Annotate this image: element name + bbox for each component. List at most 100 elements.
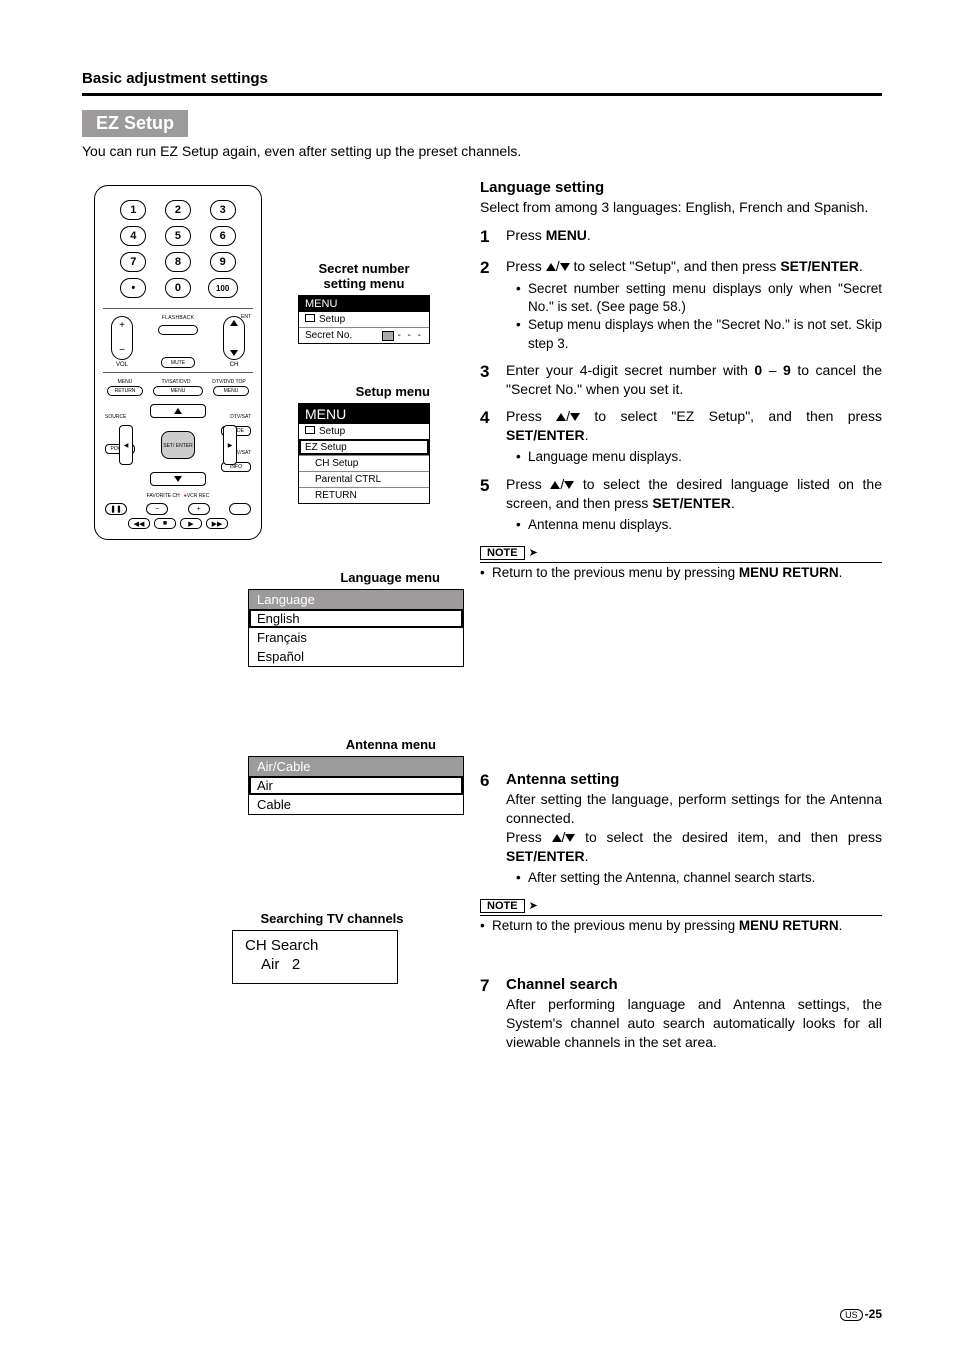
ch-label: CH <box>223 362 245 368</box>
vol-label: VOL <box>111 362 133 368</box>
source-label: SOURCE <box>105 414 126 420</box>
lang-row-0: English <box>249 609 463 628</box>
secret-field-icon <box>382 331 394 341</box>
note-label-2: NOTE <box>480 899 525 913</box>
remote-key-8: 8 <box>165 252 191 272</box>
dpad-down <box>150 472 206 486</box>
secret-menu-box: MENU Setup Secret No. - - - <box>298 295 430 344</box>
flashback-label: FLASHBACK <box>162 315 194 321</box>
antenna-menu-caption: Antenna menu <box>232 737 480 752</box>
remote-key-3: 3 <box>210 200 236 220</box>
dpad-left: ◀ <box>119 425 133 465</box>
remote-key-2: 2 <box>165 200 191 220</box>
dtvsat-label: DTV/SAT <box>230 414 251 420</box>
lang-menu-header: Language <box>249 590 463 609</box>
intro-text: You can run EZ Setup again, even after s… <box>82 143 882 159</box>
step-2-bullet-2: Setup menu displays when the "Secret No.… <box>516 316 882 352</box>
ch-search-title: Channel search <box>506 975 882 995</box>
ch-search-v1: Air <box>261 956 279 973</box>
antenna-menu-box: Air/Cable Air Cable <box>248 756 464 815</box>
remote-key-dot: • <box>120 278 146 298</box>
step-7-num: 7 <box>480 975 496 1052</box>
note-arrow-icon: ➤ <box>529 899 538 912</box>
step-4-bullet-1: Language menu displays. <box>516 448 882 466</box>
region-mark: US <box>840 1309 863 1321</box>
ch-search-box: CH Search Air 2 <box>232 930 398 984</box>
tv-icon <box>305 426 315 434</box>
step-5-bullet-1: Antenna menu displays. <box>516 516 882 534</box>
stop-button: ■ <box>154 518 176 529</box>
setup-row-0: Setup <box>319 426 345 437</box>
dpad-right: ▶ <box>223 425 237 465</box>
setup-menu-header: MENU <box>299 404 429 424</box>
setup-menu-box: MENU Setup EZ Setup CH Setup Parental CT… <box>298 403 430 504</box>
remote-key-6: 6 <box>210 226 236 246</box>
setup-row-2: CH Setup <box>315 458 358 469</box>
flashback-button <box>158 325 198 335</box>
note-arrow-icon: ➤ <box>529 546 538 559</box>
rew-button: ◀◀ <box>128 518 150 529</box>
step-5-body: Press / to select the desired language l… <box>506 475 882 535</box>
note-label: NOTE <box>480 546 525 560</box>
remote-key-1: 1 <box>120 200 146 220</box>
down-arrow-icon <box>564 481 574 489</box>
ch-rocker <box>223 316 245 360</box>
ch-search-desc: After performing language and Antenna se… <box>506 995 882 1052</box>
divider <box>82 93 882 96</box>
lang-setting-title: Language setting <box>480 179 882 196</box>
ch-search-caption: Searching TV channels <box>232 911 480 926</box>
remote-key-100: 100 <box>208 278 238 298</box>
setup-row-3: Parental CTRL <box>315 474 381 485</box>
mini-label-dtvdvdtop: DTV/DVD TOP <box>209 379 249 385</box>
secret-menu-caption: Secret number setting menu <box>298 261 430 291</box>
remote-illustration: 1 2 3 4 5 6 7 8 9 • 0 100 <box>94 185 262 540</box>
step-2-bullet-1: Secret number setting menu displays only… <box>516 280 882 316</box>
menu-button: MENU <box>153 386 203 396</box>
step-1-body: Press MENU. <box>506 226 882 249</box>
setup-row-1: EZ Setup <box>305 442 347 453</box>
lang-row-2: Español <box>249 647 463 666</box>
page-number: US-25 <box>840 1307 882 1321</box>
tv-icon <box>305 314 315 322</box>
ff-button: ▶▶ <box>206 518 228 529</box>
lang-menu-caption: Language menu <box>232 570 480 585</box>
setup-row-4: RETURN <box>315 490 357 501</box>
remote-key-5: 5 <box>165 226 191 246</box>
ch-search-v2: 2 <box>292 956 300 973</box>
step-5-num: 5 <box>480 475 496 535</box>
vol-rocker: +− <box>111 316 133 360</box>
secret-dashes: - - - <box>397 330 423 341</box>
next-button: + <box>188 503 210 515</box>
prev-button: − <box>146 503 168 515</box>
pause-button: ❚❚ <box>105 503 127 515</box>
up-arrow-icon <box>556 413 566 421</box>
step-6-num: 6 <box>480 770 496 888</box>
step-6-body: Press / to select the desired item, and … <box>506 828 882 866</box>
step-4-body: Press / to select "EZ Setup", and then p… <box>506 407 882 467</box>
down-arrow-icon <box>565 834 575 842</box>
secret-menu-header: MENU <box>299 296 429 312</box>
ent-label: ENT <box>241 314 251 320</box>
dpad-up <box>150 404 206 418</box>
secret-row-setup: Setup <box>319 314 345 325</box>
page-title: EZ Setup <box>82 110 188 137</box>
remote-key-0: 0 <box>165 278 191 298</box>
vcr-rec-label: VCR REC <box>187 493 210 499</box>
antenna-title: Antenna setting <box>506 770 882 790</box>
step-1-num: 1 <box>480 226 496 249</box>
antenna-desc: After setting the language, perform sett… <box>506 790 882 828</box>
mute-button: MUTE <box>161 357 195 368</box>
mini-label-menu: MENU <box>107 379 143 385</box>
step-6-bullet-1: After setting the Antenna, channel searc… <box>516 869 882 887</box>
up-arrow-icon <box>550 481 560 489</box>
menu2-button: MENU <box>213 386 249 396</box>
breadcrumb: Basic adjustment settings <box>82 70 882 87</box>
set-enter-button: SET/ ENTER <box>161 431 195 459</box>
secret-row-no: Secret No. <box>305 330 352 341</box>
up-arrow-icon <box>552 834 562 842</box>
remote-key-9: 9 <box>210 252 236 272</box>
remote-key-4: 4 <box>120 226 146 246</box>
step-3-num: 3 <box>480 361 496 399</box>
antenna-menu-header: Air/Cable <box>249 757 463 776</box>
return-button: RETURN <box>107 386 143 396</box>
